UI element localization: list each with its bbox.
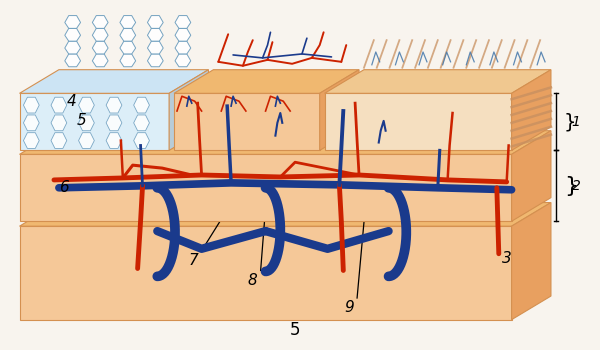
- Polygon shape: [106, 133, 122, 148]
- Text: 2: 2: [572, 179, 580, 193]
- Polygon shape: [120, 54, 136, 67]
- Polygon shape: [65, 54, 80, 67]
- Polygon shape: [20, 226, 512, 320]
- Polygon shape: [148, 15, 163, 28]
- Polygon shape: [79, 133, 94, 148]
- Polygon shape: [175, 54, 191, 67]
- Polygon shape: [51, 115, 67, 131]
- Polygon shape: [169, 70, 208, 150]
- Polygon shape: [65, 15, 80, 28]
- Polygon shape: [134, 97, 149, 113]
- Polygon shape: [92, 28, 108, 41]
- Polygon shape: [23, 115, 39, 131]
- Text: }: }: [564, 112, 576, 131]
- Polygon shape: [120, 15, 136, 28]
- Polygon shape: [148, 28, 163, 41]
- Polygon shape: [325, 93, 512, 150]
- Polygon shape: [23, 133, 39, 148]
- Polygon shape: [148, 54, 163, 67]
- Polygon shape: [20, 70, 208, 93]
- Polygon shape: [51, 133, 67, 148]
- Text: 5: 5: [77, 113, 86, 128]
- Text: }: }: [564, 176, 578, 196]
- Text: 3: 3: [502, 251, 512, 266]
- Polygon shape: [20, 203, 551, 226]
- Polygon shape: [79, 97, 94, 113]
- Polygon shape: [92, 41, 108, 54]
- Polygon shape: [174, 93, 320, 150]
- Polygon shape: [106, 97, 122, 113]
- Polygon shape: [20, 154, 512, 221]
- Polygon shape: [134, 115, 149, 131]
- Polygon shape: [175, 28, 191, 41]
- Text: 7: 7: [189, 253, 199, 268]
- Text: 5: 5: [290, 321, 301, 338]
- Polygon shape: [325, 70, 551, 93]
- Polygon shape: [120, 41, 136, 54]
- Polygon shape: [92, 54, 108, 67]
- Polygon shape: [79, 115, 94, 131]
- Text: 9: 9: [344, 300, 354, 315]
- Polygon shape: [512, 203, 551, 320]
- Polygon shape: [20, 131, 551, 154]
- Text: 8: 8: [248, 273, 257, 288]
- Polygon shape: [134, 133, 149, 148]
- Polygon shape: [175, 41, 191, 54]
- Polygon shape: [175, 15, 191, 28]
- Polygon shape: [23, 97, 39, 113]
- Text: 1: 1: [572, 115, 580, 129]
- Polygon shape: [148, 41, 163, 54]
- Text: 4: 4: [67, 94, 77, 109]
- Polygon shape: [51, 97, 67, 113]
- Polygon shape: [512, 131, 551, 221]
- Polygon shape: [92, 15, 108, 28]
- Polygon shape: [320, 70, 359, 150]
- Text: 6: 6: [59, 180, 68, 195]
- Polygon shape: [106, 115, 122, 131]
- Polygon shape: [512, 70, 551, 150]
- Polygon shape: [20, 93, 169, 150]
- Polygon shape: [65, 28, 80, 41]
- Polygon shape: [65, 41, 80, 54]
- Polygon shape: [174, 70, 359, 93]
- Polygon shape: [120, 28, 136, 41]
